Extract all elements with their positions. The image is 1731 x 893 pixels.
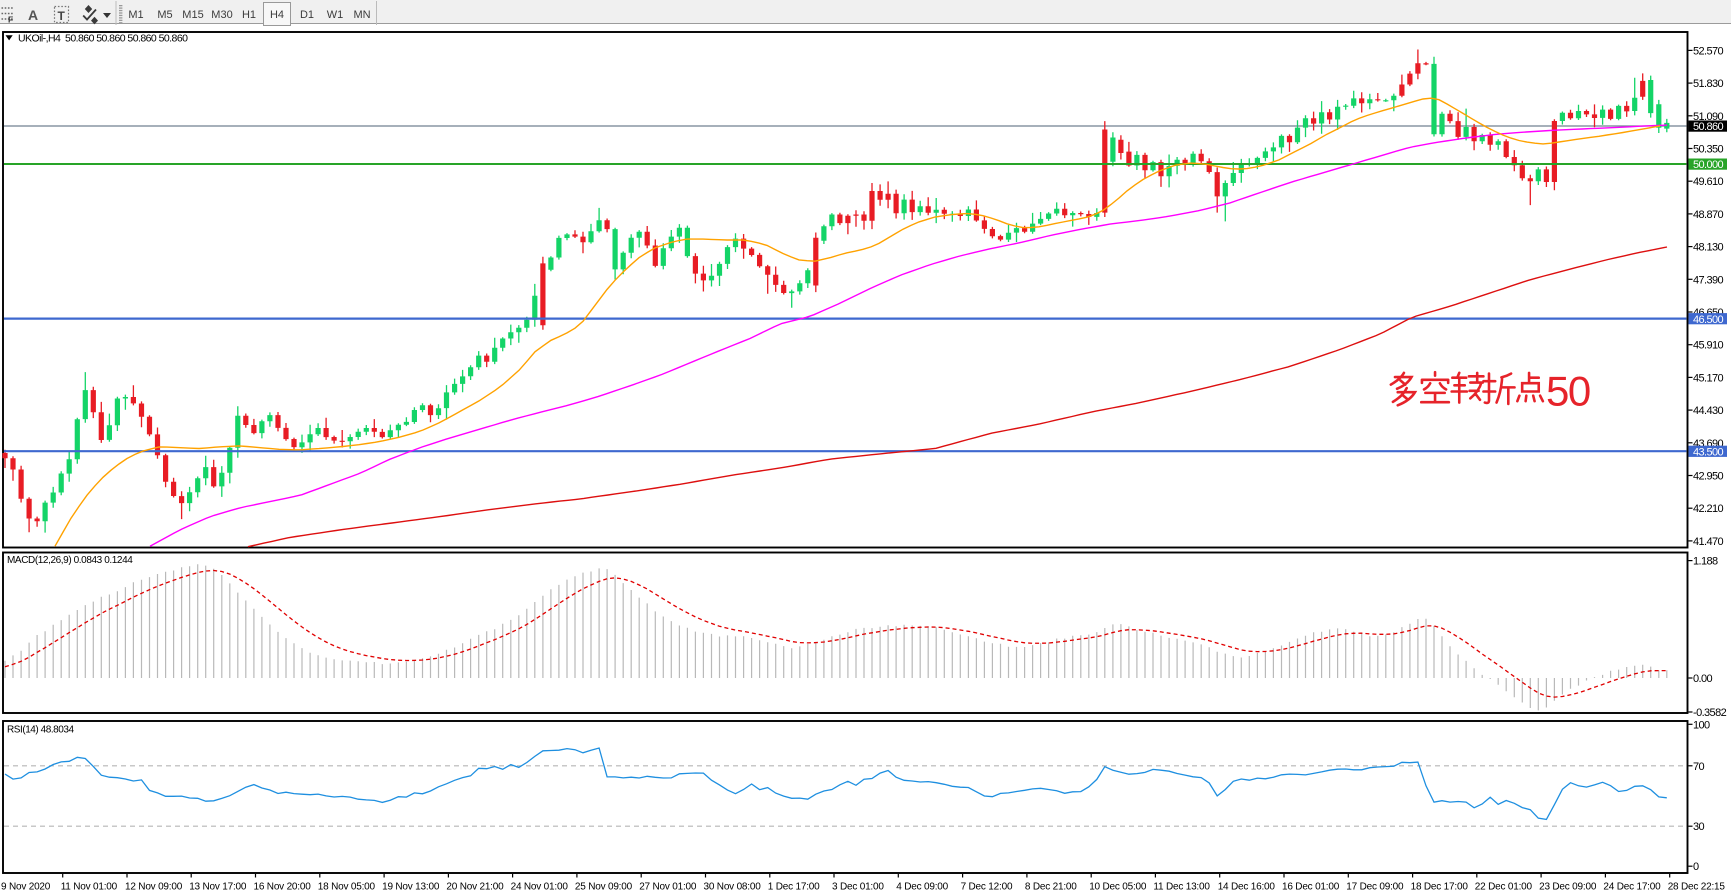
svg-text:48.130: 48.130 [1693, 242, 1724, 254]
svg-text:50: 50 [1546, 368, 1590, 415]
svg-text:49.610: 49.610 [1693, 176, 1724, 188]
svg-text:41.470: 41.470 [1693, 536, 1724, 548]
svg-text:T: T [58, 9, 66, 23]
svg-text:-0.3582: -0.3582 [1693, 707, 1727, 719]
svg-text:30: 30 [1693, 821, 1705, 833]
svg-text:F: F [8, 15, 13, 25]
svg-text:51.830: 51.830 [1693, 78, 1724, 90]
svg-text:8 Dec 21:00: 8 Dec 21:00 [1025, 882, 1077, 893]
svg-text:47.390: 47.390 [1693, 274, 1724, 286]
svg-text:16 Nov 20:00: 16 Nov 20:00 [254, 882, 312, 893]
svg-text:11 Dec 13:00: 11 Dec 13:00 [1153, 882, 1210, 893]
svg-text:0.00: 0.00 [1693, 673, 1712, 685]
svg-text:19 Nov 13:00: 19 Nov 13:00 [382, 882, 440, 893]
svg-text:45.910: 45.910 [1693, 340, 1724, 352]
svg-text:M30: M30 [211, 9, 232, 21]
svg-text:46.500: 46.500 [1693, 314, 1724, 326]
svg-text:10 Dec 05:00: 10 Dec 05:00 [1089, 882, 1147, 893]
svg-text:1 Dec 17:00: 1 Dec 17:00 [768, 882, 820, 893]
svg-text:18 Dec 17:00: 18 Dec 17:00 [1411, 882, 1469, 893]
svg-text:48.870: 48.870 [1693, 209, 1724, 221]
svg-text:30 Nov 08:00: 30 Nov 08:00 [704, 882, 762, 893]
svg-text:RSI(14) 48.8034: RSI(14) 48.8034 [7, 725, 75, 736]
svg-text:45.170: 45.170 [1693, 372, 1724, 384]
svg-text:MACD(12,26,9) 0.0843 0.1244: MACD(12,26,9) 0.0843 0.1244 [7, 555, 133, 566]
svg-text:44.430: 44.430 [1693, 405, 1724, 417]
svg-text:13 Nov 17:00: 13 Nov 17:00 [189, 882, 247, 893]
svg-text:27 Nov 01:00: 27 Nov 01:00 [639, 882, 697, 893]
svg-text:9 Nov 2020: 9 Nov 2020 [1, 882, 51, 893]
svg-text:42.210: 42.210 [1693, 503, 1724, 515]
svg-text:4 Dec 09:00: 4 Dec 09:00 [896, 882, 948, 893]
svg-text:0: 0 [1693, 861, 1699, 873]
svg-text:42.950: 42.950 [1693, 471, 1724, 483]
svg-text:1.188: 1.188 [1693, 556, 1718, 568]
svg-text:D1: D1 [300, 9, 314, 21]
svg-text:3 Dec 01:00: 3 Dec 01:00 [832, 882, 884, 893]
svg-text:UKOil-,H4 50.860 50.860 50.86: UKOil-,H4 50.860 50.860 50.860 50.860 [18, 33, 188, 45]
svg-text:50.000: 50.000 [1693, 159, 1724, 171]
svg-text:M1: M1 [128, 9, 143, 21]
svg-text:16 Dec 01:00: 16 Dec 01:00 [1282, 882, 1340, 893]
svg-text:50.860: 50.860 [1693, 121, 1724, 133]
svg-text:7 Dec 12:00: 7 Dec 12:00 [961, 882, 1013, 893]
svg-text:50.350: 50.350 [1693, 144, 1724, 156]
svg-text:100: 100 [1693, 719, 1710, 731]
svg-text:20 Nov 21:00: 20 Nov 21:00 [446, 882, 504, 893]
svg-text:H1: H1 [242, 9, 256, 21]
svg-text:H4: H4 [270, 9, 284, 21]
svg-text:A: A [28, 7, 38, 23]
svg-text:MN: MN [353, 9, 370, 21]
svg-text:M15: M15 [182, 9, 203, 21]
svg-text:17 Dec 09:00: 17 Dec 09:00 [1346, 882, 1404, 893]
svg-text:43.500: 43.500 [1693, 446, 1724, 458]
svg-text:24 Dec 17:00: 24 Dec 17:00 [1603, 882, 1661, 893]
svg-text:12 Nov 09:00: 12 Nov 09:00 [125, 882, 183, 893]
svg-text:14 Dec 16:00: 14 Dec 16:00 [1218, 882, 1276, 893]
svg-text:M5: M5 [157, 9, 172, 21]
svg-text:25 Nov 09:00: 25 Nov 09:00 [575, 882, 633, 893]
svg-text:18 Nov 05:00: 18 Nov 05:00 [318, 882, 376, 893]
svg-text:22 Dec 01:00: 22 Dec 01:00 [1475, 882, 1533, 893]
svg-text:24 Nov 01:00: 24 Nov 01:00 [511, 882, 569, 893]
svg-text:70: 70 [1693, 761, 1705, 773]
svg-text:28 Dec 22:15: 28 Dec 22:15 [1668, 882, 1726, 893]
svg-text:23 Dec 09:00: 23 Dec 09:00 [1539, 882, 1597, 893]
svg-text:51.090: 51.090 [1693, 111, 1724, 123]
svg-text:11 Nov 01:00: 11 Nov 01:00 [61, 882, 118, 893]
svg-text:52.570: 52.570 [1693, 45, 1724, 57]
svg-text:W1: W1 [327, 9, 344, 21]
